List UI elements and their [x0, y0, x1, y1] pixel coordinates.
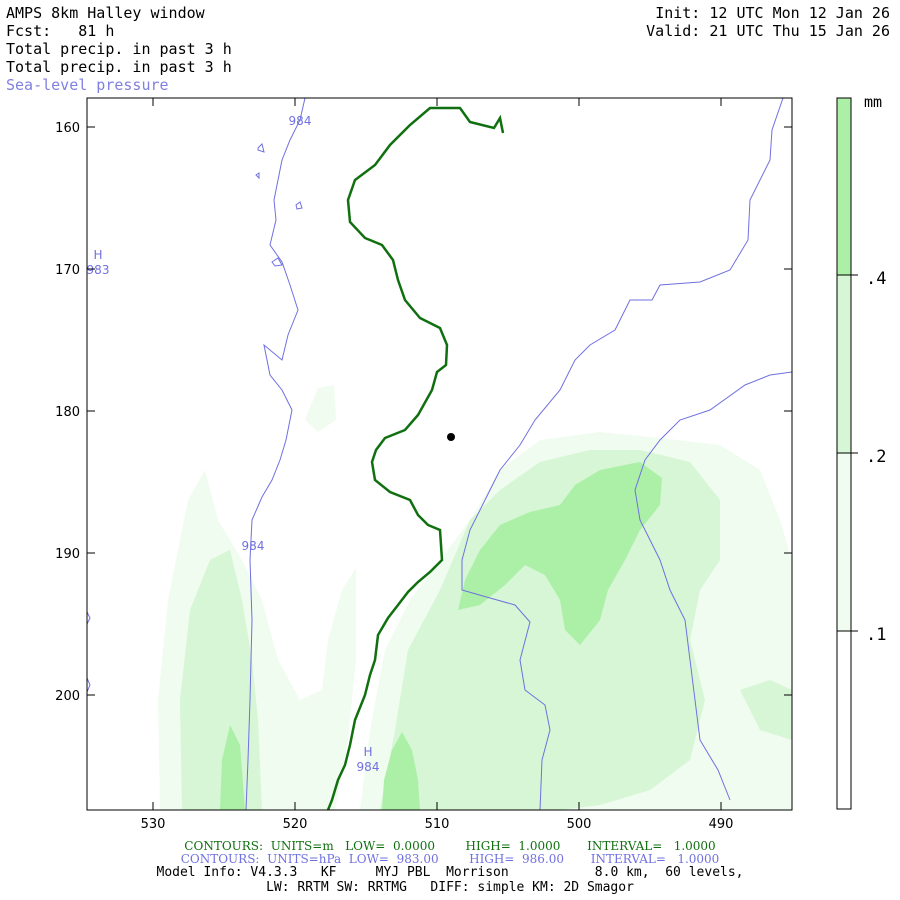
y-tick-label: 170 [55, 263, 80, 278]
isobar-edge-west-1 [87, 611, 91, 625]
colorbar-segment-top [837, 98, 851, 275]
y-tick-label: 160 [55, 121, 80, 136]
field-title-2: Total precip. in past 3 h [6, 58, 232, 76]
model-info-line-1: Model Info: V4.3.3 KF MYJ PBL Morrison 8… [156, 865, 744, 880]
x-tick-labels: 530 520 510 500 490 [141, 817, 734, 832]
x-tick-label: 510 [425, 817, 450, 832]
pressure-annotations: 984 H 983 984 H 984 [87, 114, 380, 774]
colorbar-label: .1 [866, 625, 886, 645]
precip-mid-region-east [380, 450, 720, 810]
pressure-label-west-high: 983 [87, 263, 110, 277]
x-tick-label: 530 [141, 817, 166, 832]
model-title: AMPS 8km Halley window [6, 4, 205, 22]
terrain-contour-info: CONTOURS: UNITS=m LOW= 0.0000 HIGH= 1.00… [184, 839, 716, 853]
y-tick-labels: 160 170 180 190 200 [55, 121, 80, 704]
isobar-islet-2 [255, 172, 260, 180]
precip-light-region-north [305, 385, 336, 432]
header-right: Init: 12 UTC Mon 12 Jan 26 Valid: 21 UTC… [646, 4, 890, 40]
precip-dark-region-east [458, 462, 662, 645]
field-title-slp: Sea-level pressure [6, 76, 169, 94]
map-field [87, 98, 792, 810]
high-marker-south: H [363, 745, 372, 759]
map-frame [86, 97, 793, 811]
colorbar-unit: mm [864, 93, 882, 111]
colorbar-label: .2 [866, 447, 886, 467]
isobar-islet-4 [271, 257, 283, 267]
colorbar-segment-3 [837, 453, 851, 631]
precip-dark-region-south [382, 732, 420, 810]
x-tick-label: 520 [283, 817, 308, 832]
header-left: AMPS 8km Halley window Fcst: 81 h Total … [6, 4, 232, 94]
pressure-contours [87, 98, 792, 810]
y-tick-label: 200 [55, 689, 80, 704]
valid-time: Valid: 21 UTC Thu 15 Jan 26 [646, 22, 890, 40]
precip-dark-region-west [220, 725, 245, 810]
isobar-east [634, 371, 792, 801]
pressure-label-center: 984 [242, 539, 265, 553]
pressure-label-north: 984 [289, 114, 312, 128]
isobar-west [245, 98, 306, 810]
isobar-edge-west-2 [87, 677, 91, 693]
pressure-label-south-high: 984 [357, 760, 380, 774]
x-tick-label: 500 [567, 817, 592, 832]
y-tick-label: 190 [55, 547, 80, 562]
colorbar-segment-2 [837, 275, 851, 453]
colorbar-label: .4 [866, 269, 886, 289]
model-info-line-2: LW: RRTM SW: RRTMG DIFF: simple KM: 2D S… [266, 880, 634, 895]
high-marker-west: H [93, 248, 102, 262]
y-tick-marks [87, 126, 792, 696]
precip-mid-region-west [180, 550, 262, 810]
isobar-islet-1 [257, 143, 265, 153]
isobar-southeast [461, 98, 784, 810]
x-tick-marks [152, 98, 722, 810]
colorbar: mm .4 .2 .1 [836, 93, 886, 810]
forecast-hour: Fcst: 81 h [6, 22, 115, 40]
terrain-contour [326, 106, 505, 810]
station-marker [447, 433, 455, 441]
precip-mid-region-southeast [740, 680, 792, 740]
init-time: Init: 12 UTC Mon 12 Jan 26 [655, 4, 890, 22]
pressure-contour-info: CONTOURS: UNITS=hPa LOW= 983.00 HIGH= 98… [180, 852, 720, 866]
field-title-1: Total precip. in past 3 h [6, 40, 232, 58]
x-tick-label: 490 [709, 817, 734, 832]
y-tick-label: 180 [55, 405, 80, 420]
isobar-islet-3 [295, 201, 303, 210]
colorbar-segment-bottom [837, 631, 851, 809]
